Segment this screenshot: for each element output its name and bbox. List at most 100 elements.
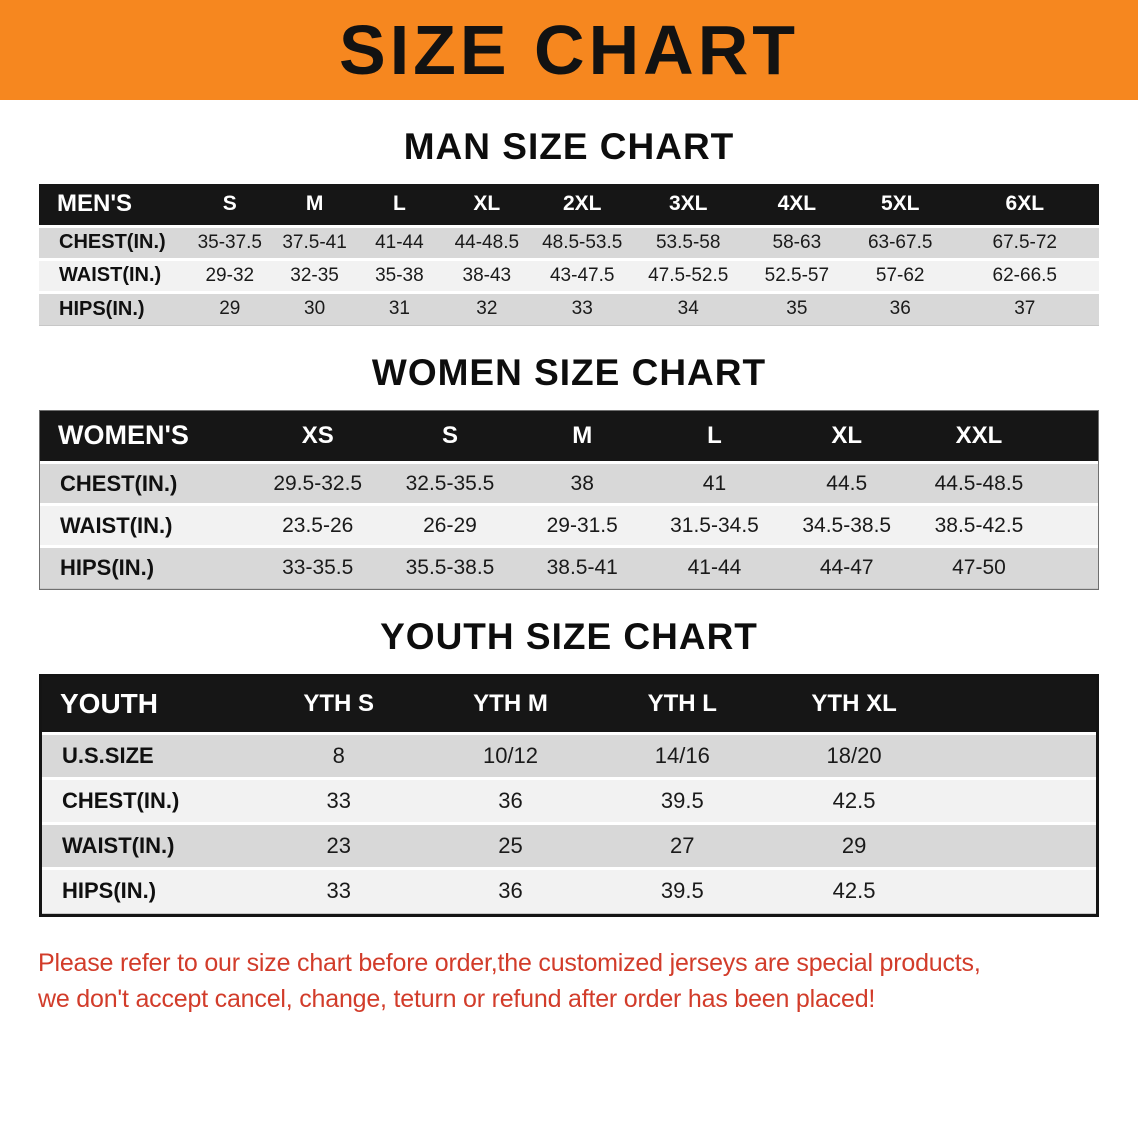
row-label: CHEST(IN.): [42, 778, 253, 825]
size-column-header: M: [272, 184, 357, 228]
table-cell: 39.5: [596, 778, 769, 825]
men-size-table-container: MEN'S S M L XL 2XL 3XL 4XL 5XL 6XL CHEST: [39, 184, 1099, 326]
women-table-header-row: WOMEN'S XS S M L XL XXL: [40, 410, 1098, 464]
table-cell: 37.5-41: [272, 226, 357, 261]
table-cell: 57-62: [849, 259, 951, 294]
table-cell: 37: [950, 292, 1099, 326]
table-cell: 35-38: [356, 259, 442, 294]
disclaimer-line-1: Please refer to our size chart before or…: [38, 948, 981, 977]
table-cell: 35: [743, 292, 850, 326]
size-column-header: XL: [441, 184, 532, 228]
row-label: CHEST(IN.): [40, 462, 252, 506]
women-size-section: WOMEN SIZE CHART WOMEN'S XS S M L XL XXL: [0, 351, 1138, 590]
table-cell: 27: [596, 823, 769, 870]
table-cell: 41-44: [648, 546, 781, 589]
men-size-table: MEN'S S M L XL 2XL 3XL 4XL 5XL 6XL CHEST: [39, 184, 1099, 326]
filler-cell: [939, 677, 1096, 735]
table-cell: 26-29: [383, 504, 517, 548]
table-cell: 38-43: [441, 259, 532, 294]
table-cell: 29: [187, 292, 273, 326]
table-cell: 33: [252, 868, 425, 914]
filler-cell: [1045, 504, 1098, 548]
table-cell: 14/16: [596, 733, 769, 780]
filler-cell: [939, 823, 1096, 870]
filler-cell: [1045, 410, 1098, 464]
table-cell: 23: [252, 823, 425, 870]
table-cell: 23.5-26: [251, 504, 384, 548]
table-cell: 44-48.5: [441, 226, 532, 261]
table-cell: 30: [272, 292, 357, 326]
table-cell: 43-47.5: [531, 259, 633, 294]
table-cell: 67.5-72: [950, 226, 1099, 261]
women-table-corner-header: WOMEN'S: [40, 410, 252, 464]
table-cell: 33-35.5: [251, 546, 384, 589]
table-cell: 18/20: [768, 733, 940, 780]
size-column-header: S: [187, 184, 273, 228]
size-column-header: YTH S: [252, 677, 425, 735]
size-column-header: S: [383, 410, 517, 464]
table-cell: 33: [252, 778, 425, 825]
men-chest-row: CHEST(IN.) 35-37.5 37.5-41 41-44 44-48.5…: [39, 226, 1099, 261]
row-label: HIPS(IN.): [42, 868, 253, 914]
youth-size-section: YOUTH SIZE CHART YOUTH YTH S YTH M YTH L…: [0, 616, 1138, 917]
filler-cell: [1045, 546, 1098, 589]
table-cell: 62-66.5: [950, 259, 1099, 294]
size-column-header: 4XL: [743, 184, 850, 228]
women-chart-heading: WOMEN SIZE CHART: [371, 351, 767, 393]
table-cell: 38.5-42.5: [912, 504, 1046, 548]
filler-cell: [939, 733, 1096, 780]
men-waist-row: WAIST(IN.) 29-32 32-35 35-38 38-43 43-47…: [39, 259, 1099, 294]
women-size-table: WOMEN'S XS S M L XL XXL CHEST(IN.) 29.5-…: [40, 410, 1098, 589]
youth-ussize-row: U.S.SIZE 8 10/12 14/16 18/20: [42, 733, 1096, 780]
row-label: HIPS(IN.): [39, 292, 188, 326]
table-cell: 31: [356, 292, 442, 326]
size-column-header: L: [648, 410, 781, 464]
table-cell: 44.5-48.5: [912, 462, 1046, 506]
table-cell: 42.5: [768, 868, 940, 914]
youth-table-corner-header: YOUTH: [42, 677, 253, 735]
size-column-header: 3XL: [632, 184, 744, 228]
size-column-header: XL: [780, 410, 913, 464]
women-size-table-container: WOMEN'S XS S M L XL XXL CHEST(IN.) 29.5-…: [39, 409, 1099, 590]
youth-chart-heading: YOUTH SIZE CHART: [380, 616, 758, 657]
table-cell: 29: [768, 823, 940, 870]
table-cell: 48.5-53.5: [531, 226, 633, 261]
size-column-header: YTH M: [424, 677, 597, 735]
women-chest-row: CHEST(IN.) 29.5-32.5 32.5-35.5 38 41 44.…: [40, 462, 1098, 506]
table-cell: 36: [849, 292, 951, 326]
size-column-header: XS: [251, 410, 384, 464]
table-cell: 41-44: [356, 226, 442, 261]
row-label: WAIST(IN.): [40, 504, 252, 548]
men-table-corner-header: MEN'S: [39, 184, 188, 228]
table-cell: 38.5-41: [516, 546, 649, 589]
table-cell: 41: [648, 462, 781, 506]
disclaimer-line-2: we don't accept cancel, change, teturn o…: [38, 984, 876, 1013]
size-column-header: M: [516, 410, 649, 464]
disclaimer: Please refer to our size chart before or…: [38, 945, 1100, 1018]
table-cell: 63-67.5: [849, 226, 951, 261]
size-column-header: XXL: [912, 410, 1046, 464]
size-column-header: L: [356, 184, 442, 228]
page-title: SIZE CHART: [339, 11, 799, 89]
table-cell: 25: [424, 823, 597, 870]
table-cell: 58-63: [743, 226, 850, 261]
table-cell: 42.5: [768, 778, 940, 825]
women-waist-row: WAIST(IN.) 23.5-26 26-29 29-31.5 31.5-34…: [40, 504, 1098, 548]
table-cell: 36: [424, 868, 597, 914]
table-cell: 53.5-58: [632, 226, 744, 261]
youth-size-table: YOUTH YTH S YTH M YTH L YTH XL U.S.SIZE …: [42, 677, 1096, 914]
table-cell: 39.5: [596, 868, 769, 914]
filler-cell: [1045, 462, 1098, 506]
men-table-header-row: MEN'S S M L XL 2XL 3XL 4XL 5XL 6XL: [39, 184, 1099, 228]
table-cell: 10/12: [424, 733, 597, 780]
table-cell: 35.5-38.5: [383, 546, 517, 589]
youth-chest-row: CHEST(IN.) 33 36 39.5 42.5: [42, 778, 1096, 825]
row-label: WAIST(IN.): [39, 259, 188, 294]
table-cell: 29-31.5: [516, 504, 649, 548]
table-cell: 35-37.5: [187, 226, 273, 261]
table-cell: 52.5-57: [743, 259, 850, 294]
row-label: WAIST(IN.): [42, 823, 253, 870]
row-label: CHEST(IN.): [39, 226, 188, 261]
table-cell: 47.5-52.5: [632, 259, 744, 294]
row-label: U.S.SIZE: [42, 733, 253, 780]
